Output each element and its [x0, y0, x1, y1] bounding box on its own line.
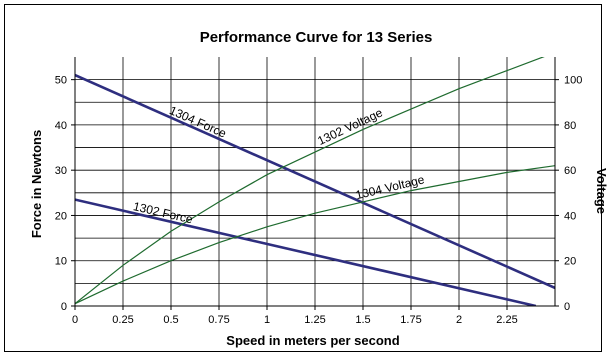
x-axis-title: Speed in meters per second: [226, 333, 399, 348]
y2-axis-title: Voltage: [594, 168, 608, 214]
y-tick-label: 20: [55, 210, 67, 222]
series-annotation: 1302 Voltage: [315, 105, 385, 148]
x-tick-label: 0.5: [163, 314, 178, 326]
y-axis-title: Force in Newtons: [29, 130, 44, 238]
y2-tick-label: 0: [564, 301, 570, 313]
series-layer: [75, 57, 555, 306]
x-tick-label: 1.75: [400, 314, 421, 326]
chart-frame: [4, 4, 602, 352]
series-line-1: [75, 73, 555, 290]
x-tick-label: 0.25: [112, 314, 133, 326]
y2-tick-label: 20: [564, 256, 576, 268]
x-tick-label: 0.75: [208, 314, 229, 326]
series-line-2: [75, 198, 537, 306]
y2-tick-label: 40: [564, 210, 576, 222]
y-tick-label: 50: [55, 75, 67, 87]
chart-title: Performance Curve for 13 Series: [200, 29, 433, 46]
series-line-4: [75, 165, 555, 305]
x-tick-label: 1: [264, 314, 270, 326]
x-tick-label: 2.25: [496, 314, 517, 326]
series-annotation: 1304 Force: [167, 103, 228, 141]
series-annotation: 1302 Force: [132, 199, 195, 226]
y-tick-label: 10: [55, 256, 67, 268]
x-tick-label: 1.25: [304, 314, 325, 326]
y-tick-label: 30: [55, 165, 67, 177]
y2-tick-label: 60: [564, 165, 576, 177]
y-tick-label: 0: [61, 301, 67, 313]
series-annotation: 1304 Voltage: [354, 172, 426, 202]
y2-tick-label: 100: [564, 75, 582, 87]
x-tick-label: 1.5: [355, 314, 370, 326]
series-line-3: [75, 57, 545, 305]
x-tick-label: 0: [72, 314, 78, 326]
x-tick-label: 2: [456, 314, 462, 326]
ticks: 0 0.25 0.5 0.75 1 1.25 1.5 1.75 2 2.25 0 10 20 30 40 50…: [55, 75, 583, 326]
y2-tick-label: 80: [564, 120, 576, 132]
y-tick-label: 40: [55, 120, 67, 132]
